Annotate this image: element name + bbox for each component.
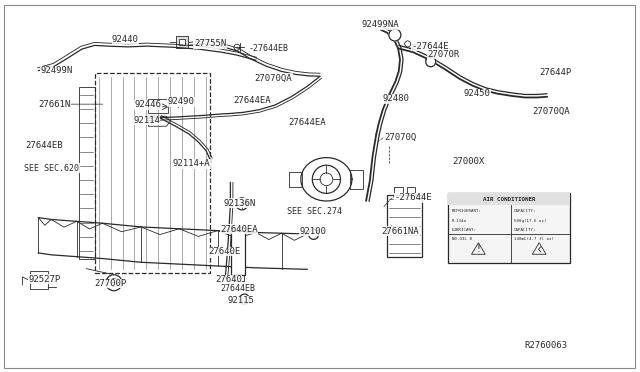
Text: 92499NA: 92499NA <box>362 20 399 29</box>
Text: 92499N: 92499N <box>40 66 72 75</box>
Text: CAPACITY:: CAPACITY: <box>514 228 537 232</box>
Text: R2760063: R2760063 <box>525 341 568 350</box>
Bar <box>448 193 570 263</box>
Text: -27644EB: -27644EB <box>248 44 288 53</box>
Text: 27640: 27640 <box>215 275 242 284</box>
Text: LUBRICANT:: LUBRICANT: <box>452 228 477 232</box>
Circle shape <box>312 165 340 193</box>
Bar <box>448 193 570 205</box>
Text: 27644EA: 27644EA <box>234 96 271 105</box>
Text: 27661N: 27661N <box>38 100 70 109</box>
Text: 27700P: 27700P <box>95 279 127 288</box>
Circle shape <box>426 57 436 67</box>
Text: REFRIGERANT:: REFRIGERANT: <box>452 209 482 214</box>
Bar <box>95 73 210 273</box>
Text: AIR CONDITIONER: AIR CONDITIONER <box>483 196 535 202</box>
Bar <box>350 170 363 189</box>
Text: 27755N: 27755N <box>194 39 226 48</box>
Text: -27644E: -27644E <box>412 42 449 51</box>
Bar <box>79 87 95 259</box>
Text: SEE SEC.620: SEE SEC.620 <box>24 164 79 173</box>
Bar <box>31 271 49 289</box>
Bar <box>232 275 244 281</box>
Circle shape <box>106 275 122 291</box>
Text: -27644E: -27644E <box>395 193 433 202</box>
Text: SEE SEC.274: SEE SEC.274 <box>287 207 342 216</box>
Text: !: ! <box>476 244 481 254</box>
Polygon shape <box>148 116 170 126</box>
Text: 92446: 92446 <box>134 100 161 109</box>
Text: 27644P: 27644P <box>540 68 572 77</box>
Circle shape <box>389 29 401 41</box>
Text: 27661NA: 27661NA <box>381 227 419 236</box>
Text: 140mL(4.7 fl oz): 140mL(4.7 fl oz) <box>514 237 554 241</box>
Polygon shape <box>301 158 352 201</box>
Text: 27070Q: 27070Q <box>384 133 416 142</box>
Circle shape <box>239 294 250 304</box>
Bar <box>387 195 422 257</box>
Text: 92490: 92490 <box>168 97 195 106</box>
Text: 27640E: 27640E <box>208 247 240 256</box>
Text: 92100: 92100 <box>300 227 326 236</box>
Text: 500g(17.6 oz): 500g(17.6 oz) <box>514 219 547 223</box>
Text: 27000X: 27000X <box>452 157 484 166</box>
Bar <box>231 231 245 275</box>
Bar <box>406 187 415 195</box>
Bar <box>394 187 403 195</box>
Text: 27070R: 27070R <box>428 50 460 59</box>
Text: 92115: 92115 <box>228 296 255 305</box>
Circle shape <box>308 230 319 239</box>
Text: 92114: 92114 <box>133 116 160 125</box>
Text: 92480: 92480 <box>383 94 410 103</box>
Bar <box>289 172 302 187</box>
Text: 27644EA: 27644EA <box>288 118 326 127</box>
Circle shape <box>236 198 248 210</box>
Text: CAPACITY:: CAPACITY: <box>514 209 537 214</box>
Text: 27640EA: 27640EA <box>220 225 258 234</box>
Text: 92114+A: 92114+A <box>173 159 211 168</box>
Text: 92136N: 92136N <box>224 199 256 208</box>
Text: R-134a: R-134a <box>452 219 467 223</box>
Text: ND-OIL 8: ND-OIL 8 <box>452 237 472 241</box>
Bar <box>232 227 244 232</box>
Text: 92527P: 92527P <box>29 275 61 283</box>
Bar <box>179 39 186 45</box>
Bar <box>148 99 168 113</box>
Text: 92440: 92440 <box>112 35 139 44</box>
Text: 27070QA: 27070QA <box>532 107 570 116</box>
Text: 27070QA: 27070QA <box>255 74 292 83</box>
Text: 27644EB: 27644EB <box>220 284 255 293</box>
Text: 27644EB: 27644EB <box>26 141 63 150</box>
Bar <box>177 36 188 48</box>
Text: 92450: 92450 <box>463 89 490 98</box>
